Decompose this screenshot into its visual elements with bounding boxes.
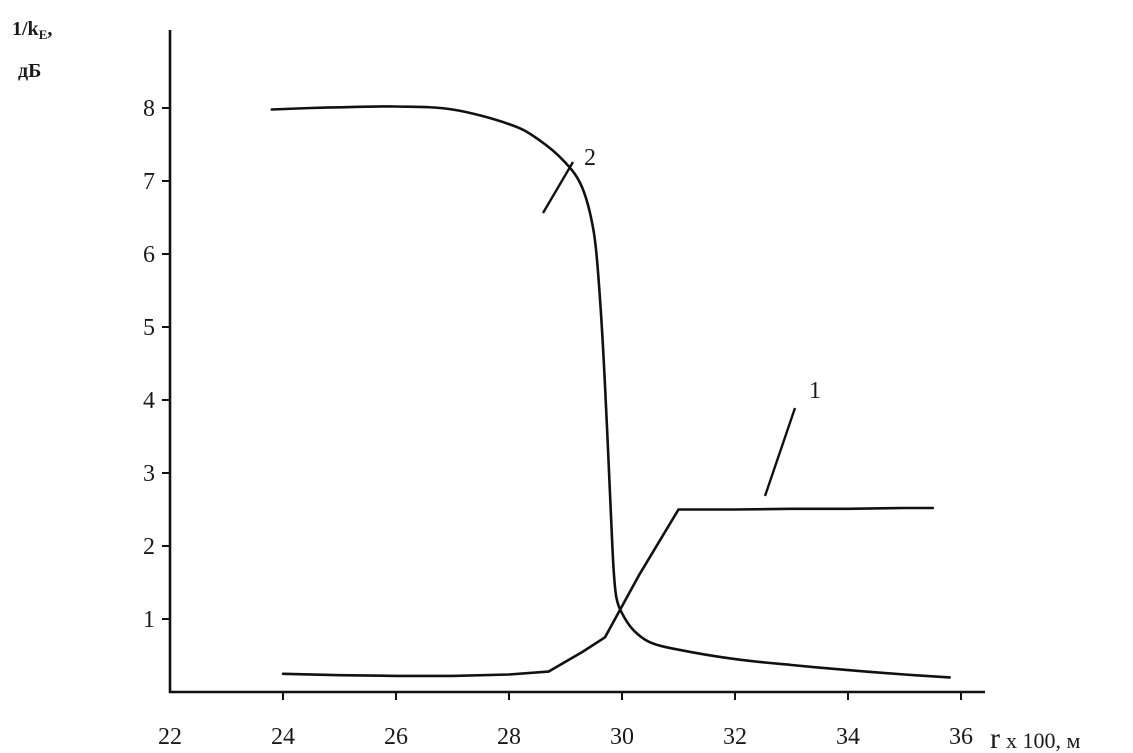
x-tick-label: 30	[610, 724, 634, 750]
y-axis-label-line2: дБ	[18, 60, 41, 82]
y-tick-label: 5	[143, 315, 155, 341]
y-tick-label: 6	[143, 242, 155, 268]
x-tick-label: 22	[158, 724, 182, 750]
y-tick-label: 1	[143, 607, 155, 633]
y-tick-label: 7	[143, 169, 155, 195]
x-tick-label: 24	[271, 724, 295, 750]
x-tick-group: 22 24 26 28 30 32 34 36	[158, 692, 973, 750]
curve-label-1: 1	[809, 378, 821, 404]
y-axis-label-line1: 1/kE,	[12, 18, 52, 42]
y-tick-label: 2	[143, 534, 155, 560]
y-tick-group: 1 2 3 4 5 6 7 8	[143, 96, 170, 633]
series-line-1	[281, 506, 935, 678]
x-tick-label: 26	[384, 724, 408, 750]
x-tick-label: 36	[949, 724, 973, 750]
series-group	[270, 105, 951, 679]
x-tick-label: 32	[723, 724, 747, 750]
curve-label-2: 2	[584, 145, 596, 171]
series-line-2	[270, 105, 951, 679]
axes	[168, 30, 985, 694]
curve-label-group: 12	[541, 145, 821, 497]
y-tick-label: 4	[143, 388, 155, 414]
y-tick-label: 8	[143, 96, 155, 122]
y-tick-label: 3	[143, 461, 155, 487]
leader-line-2	[541, 161, 575, 214]
x-tick-label: 28	[497, 724, 521, 750]
leader-line-1	[763, 407, 797, 497]
x-tick-label: 34	[836, 724, 860, 750]
